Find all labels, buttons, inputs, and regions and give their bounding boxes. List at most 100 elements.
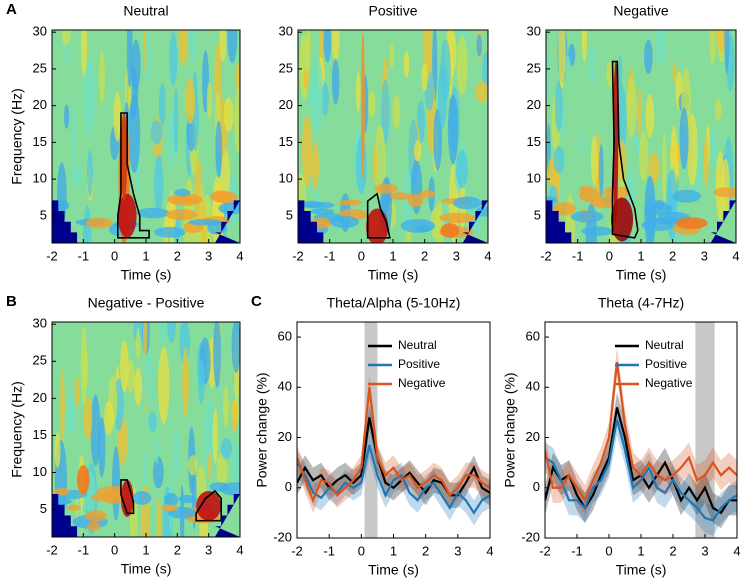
heatmap-texture	[215, 120, 223, 178]
heatmap-texture	[476, 34, 482, 57]
x-tick-label: 4	[236, 248, 243, 263]
heatmap-texture	[299, 200, 322, 208]
heatmap-texture	[80, 325, 87, 404]
y-tick-label: 20	[33, 390, 47, 405]
cone-of-influence	[462, 200, 488, 243]
plot-area	[545, 322, 737, 538]
y-tick-label: 10	[33, 464, 47, 479]
heatmap-texture	[299, 34, 310, 100]
heatmap-texture	[80, 30, 88, 77]
x-tick-label: 2	[422, 543, 429, 558]
heatmap-texture	[212, 408, 218, 465]
heatmap-texture	[167, 322, 176, 344]
heatmap-texture	[120, 340, 129, 393]
x-tick-label: -2	[46, 542, 58, 557]
heatmap-texture	[553, 202, 576, 216]
heatmap-effect	[613, 61, 619, 224]
panel: B Negative - Positive Time (s) Frequency (H…	[6, 293, 244, 577]
heatmap-texture	[87, 150, 93, 198]
cone-of-influence	[52, 494, 78, 537]
heatmap-texture	[452, 196, 482, 210]
heatmap-texture	[439, 212, 476, 224]
heatmap-texture	[437, 62, 447, 129]
y-tick-label: 10	[279, 171, 293, 186]
heatmap-texture	[216, 452, 228, 487]
x-tick-label: 2	[174, 248, 181, 263]
chart-title: Positive	[368, 3, 417, 19]
heatmap-texture	[63, 104, 70, 129]
heatmap-texture	[626, 170, 636, 207]
heatmap-texture	[389, 192, 413, 201]
heatmap-texture	[161, 504, 179, 512]
heatmap-texture	[581, 226, 614, 236]
x-tick-label: 0	[606, 248, 613, 263]
heatmap-texture	[711, 126, 717, 172]
x-tick-label: 0	[358, 248, 365, 263]
heatmap-texture	[456, 34, 468, 95]
heatmap-texture	[368, 90, 376, 118]
heatmap-texture	[86, 521, 101, 531]
heatmap-texture	[156, 497, 162, 537]
y-tick-label: 10	[527, 171, 541, 186]
line	[297, 444, 490, 515]
y-tick-label: 60	[278, 329, 292, 344]
x-tick-label: 3	[701, 543, 708, 558]
plot-area	[52, 30, 240, 243]
heatmap-texture	[213, 322, 222, 389]
plot-area	[298, 30, 488, 243]
y-tick-label: 25	[527, 60, 541, 75]
heatmap-texture	[174, 188, 191, 197]
heatmap-texture	[127, 86, 132, 108]
heatmap-texture	[381, 79, 390, 145]
heatmap-texture	[564, 55, 571, 79]
line	[545, 362, 737, 503]
heatmap-texture	[639, 131, 649, 182]
heatmap-effect	[196, 491, 222, 521]
y-tick-label: 5	[40, 207, 47, 222]
heatmap-texture	[331, 58, 340, 105]
heatmap-texture	[234, 86, 240, 154]
heatmap-texture	[150, 120, 163, 145]
heatmap-texture	[53, 488, 70, 496]
heatmap-texture	[54, 432, 61, 468]
heatmap-texture	[154, 226, 186, 238]
cone-of-influence	[546, 200, 572, 243]
y-tick-label: 20	[33, 97, 47, 112]
heatmap-texture	[136, 207, 170, 219]
heatmap-texture	[178, 30, 188, 66]
heatmap-texture	[72, 96, 77, 172]
heatmap-texture	[99, 50, 105, 105]
heatmap-texture	[132, 491, 152, 505]
heatmap-texture	[201, 199, 207, 243]
heatmap-texture	[219, 30, 227, 63]
panel: A Neutral Time (s) Frequency (Hz) -2 -1 0 1 2 3 4 5…	[6, 1, 244, 283]
x-tick-label: -2	[46, 248, 58, 263]
y-tick-label: 20	[526, 429, 540, 444]
heatmap-texture	[173, 88, 179, 155]
heatmap-texture	[356, 70, 361, 113]
heatmap-texture	[591, 135, 598, 187]
heatmap-texture	[189, 30, 197, 62]
legend-label: Positive	[645, 357, 687, 371]
heatmap-texture	[206, 81, 212, 120]
heatmap-texture	[230, 398, 239, 432]
y-axis-label: Frequency (Hz)	[9, 381, 25, 477]
x-tick-label: 4	[732, 248, 739, 263]
heatmap-texture	[185, 78, 196, 125]
y-tick-label: 20	[278, 429, 292, 444]
heatmap-texture	[227, 30, 238, 64]
plot-area	[297, 322, 490, 538]
y-tick-label: 30	[33, 316, 47, 331]
heatmap-texture	[303, 68, 309, 91]
heatmap-texture	[83, 396, 93, 441]
heatmap-texture	[554, 80, 563, 133]
cone-of-influence	[52, 200, 78, 243]
heatmap-texture	[709, 30, 716, 67]
heatmap-texture	[415, 224, 432, 233]
heatmap-effect	[440, 223, 460, 238]
heatmap-texture	[128, 94, 141, 173]
heatmap-texture	[66, 504, 81, 511]
heatmap-texture	[598, 144, 604, 198]
x-tick-label: 3	[453, 248, 460, 263]
heatmap-texture	[198, 359, 205, 404]
